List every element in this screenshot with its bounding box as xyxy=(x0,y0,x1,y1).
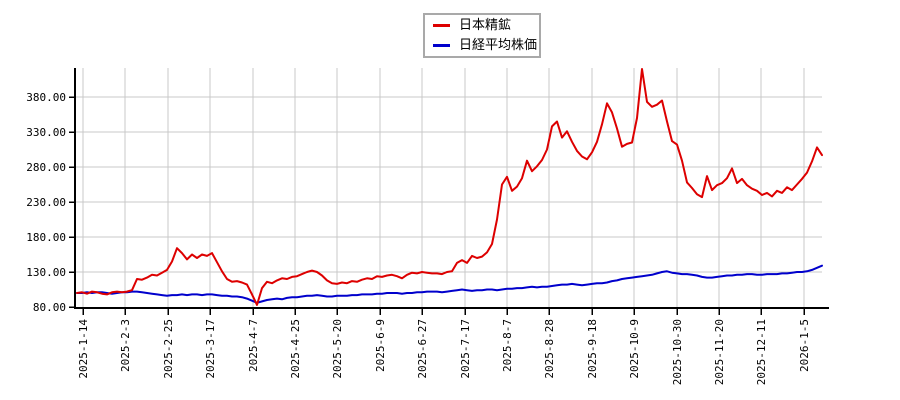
x-tick-label: 2025-7-17 xyxy=(459,319,472,379)
x-tick-label: 2025-9-18 xyxy=(586,319,599,379)
legend-item-nihon-seiko: 日本精鉱 xyxy=(433,17,539,35)
legend-item-nikkei-average: 日経平均株価 xyxy=(433,36,539,54)
y-tick-label: 280.00 xyxy=(26,161,66,174)
y-tick-label: 230.00 xyxy=(26,196,66,209)
x-tick-label: 2025-2-25 xyxy=(162,319,175,379)
x-tick-label: 2025-2-3 xyxy=(119,319,132,372)
x-tick-label: 2025-4-7 xyxy=(247,319,260,372)
y-tick-label: 180.00 xyxy=(26,231,66,244)
x-tick-label: 2025-10-9 xyxy=(628,319,641,379)
x-tick-label: 2025-8-28 xyxy=(543,319,556,379)
y-tick-label: 80.00 xyxy=(33,301,66,314)
blue-series-line xyxy=(76,264,823,304)
y-tick-label: 330.00 xyxy=(26,126,66,139)
x-tick-label: 2025-6-9 xyxy=(374,319,387,372)
x-tick-label: 2025-5-20 xyxy=(331,319,344,379)
red-series-line xyxy=(76,68,823,306)
x-tick-label: 2025-1-14 xyxy=(77,319,90,379)
chart-legend: 日本精鉱 日経平均株価 xyxy=(423,13,541,58)
legend-label-nikkei-average: 日経平均株価 xyxy=(459,37,538,53)
x-tick-label: 2025-4-25 xyxy=(289,319,302,379)
x-tick-label: 2025-3-17 xyxy=(204,319,217,379)
x-tick-label: 2026-1-5 xyxy=(798,319,811,372)
x-tick-label: 2025-12-11 xyxy=(755,319,768,385)
y-tick-label: 130.00 xyxy=(26,266,66,279)
x-tick-label: 2025-6-27 xyxy=(416,319,429,379)
x-tick-label: 2025-10-30 xyxy=(671,319,684,385)
red-line-swatch-icon xyxy=(433,24,450,28)
x-tick-label: 2025-8-7 xyxy=(501,319,514,372)
y-tick-label: 380.00 xyxy=(26,91,66,104)
legend-label-nihon-seiko: 日本精鉱 xyxy=(459,18,512,34)
x-tick-label: 2025-11-20 xyxy=(713,319,726,385)
blue-line-swatch-icon xyxy=(433,43,450,47)
